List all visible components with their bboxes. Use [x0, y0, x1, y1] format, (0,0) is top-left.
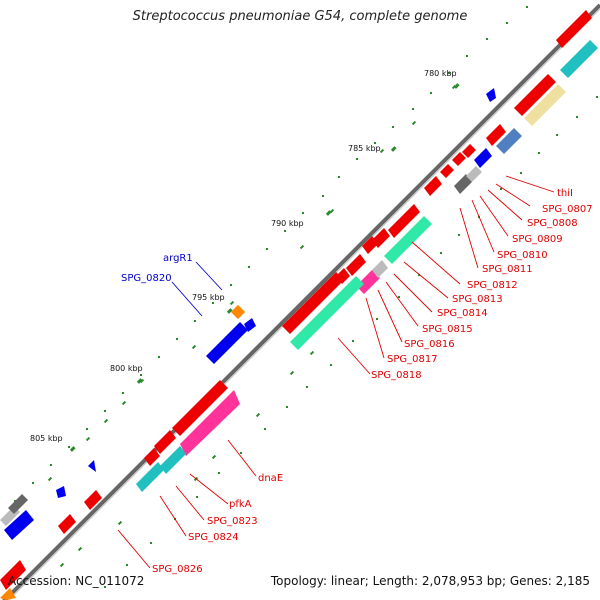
gene-arrow [372, 260, 388, 278]
gene-arrow [356, 270, 380, 294]
gene-label: SPG_0815 [422, 324, 473, 335]
gene-label: SPG_0826 [152, 564, 203, 575]
gene-label: SPG_0820 [121, 273, 172, 284]
gene-arrow [0, 560, 26, 590]
gene-label: SPG_0809 [512, 234, 563, 245]
gene-arrow [384, 216, 432, 264]
gene-label: SPG_0823 [207, 516, 258, 527]
gene-arrow [524, 84, 566, 126]
tick-mark [390, 146, 397, 152]
gene-arrow [88, 460, 96, 472]
gene-arrow [154, 430, 176, 454]
gene-arrow [514, 74, 556, 116]
gene-box [230, 304, 246, 320]
tick-label: 785 kbp [348, 144, 381, 153]
accession-label: Accession: NC_011072 [8, 574, 145, 588]
tick-mark [226, 308, 233, 314]
gene-label: SPG_0824 [188, 532, 239, 543]
gene-arrow [452, 152, 466, 166]
gene-arrow [556, 10, 592, 48]
gene-label: dnaE [258, 473, 283, 484]
reverse-gene-track [0, 88, 496, 540]
scale-ticks: 780 kbp 785 kbp 790 kbp 795 kbp 800 kbp … [30, 69, 460, 452]
gene-arrow [496, 128, 522, 154]
gene-label: SPG_0814 [437, 308, 488, 319]
label-leaders [117, 175, 555, 569]
tick-mark [69, 446, 76, 452]
tick-label: 805 kbp [30, 434, 63, 443]
tick-label: 790 kbp [271, 219, 304, 228]
gene-label: SPG_0816 [404, 339, 455, 350]
gene-arrow [486, 124, 506, 146]
tick-label: 800 kbp [110, 364, 143, 373]
gene-arrow [8, 494, 28, 514]
gene-label: thiI [557, 188, 573, 199]
gene-arrow [206, 322, 248, 364]
topology-label: Topology: linear; Length: 2,078,953 bp; … [270, 574, 590, 588]
gene-arrow [160, 446, 186, 474]
tick-mark [453, 83, 460, 89]
gene-arrow [486, 88, 496, 102]
gene-arrow [346, 254, 366, 276]
gene-arrow [144, 448, 160, 466]
label-leaders-reverse [171, 261, 223, 317]
tick-label: 780 kbp [424, 69, 457, 78]
gene-label: argR1 [163, 253, 193, 264]
gene-label: SPG_0808 [527, 218, 578, 229]
gene-arrow [290, 276, 364, 350]
gene-labels-reverse: argR1 SPG_0820 [121, 253, 193, 284]
gene-arrow [372, 228, 390, 248]
gene-arrow [4, 510, 34, 540]
gene-label: SPG_0812 [467, 280, 518, 291]
tick-mark [136, 378, 143, 384]
tick-mark [325, 210, 332, 216]
gene-arrow [136, 462, 164, 492]
genome-backbone [2, 3, 600, 600]
gene-arrow [58, 514, 76, 534]
gene-arrow [474, 148, 492, 168]
tick-label: 795 kbp [192, 293, 225, 302]
map-title: Streptococcus pneumoniae G54, complete g… [132, 9, 468, 24]
gene-arrow [462, 144, 476, 158]
gene-arrow [56, 486, 66, 498]
gene-label: SPG_0810 [497, 250, 548, 261]
gene-arrow [466, 166, 482, 182]
gene-label: SPG_0817 [387, 354, 438, 365]
gene-arrow [424, 176, 442, 196]
gene-label: SPG_0813 [452, 294, 503, 305]
gene-label: pfkA [229, 499, 252, 510]
gene-label: SPG_0818 [371, 370, 422, 381]
gene-arrow [440, 164, 454, 178]
gene-arrow [282, 272, 344, 334]
gene-labels-forward: thiI SPG_0807 SPG_0808 SPG_0809 SPG_0810… [152, 188, 593, 575]
gene-arrow [180, 390, 240, 456]
gene-label: SPG_0811 [482, 264, 533, 275]
gene-arrow [560, 40, 598, 78]
gene-label: SPG_0807 [542, 204, 593, 215]
gene-arrow [244, 318, 256, 332]
gene-arrow [388, 204, 420, 238]
gene-arrow [0, 588, 16, 600]
forward-gene-track [0, 10, 598, 600]
gene-arrow [84, 490, 102, 510]
gene-arrow [454, 174, 472, 194]
gene-arrow [172, 380, 228, 436]
